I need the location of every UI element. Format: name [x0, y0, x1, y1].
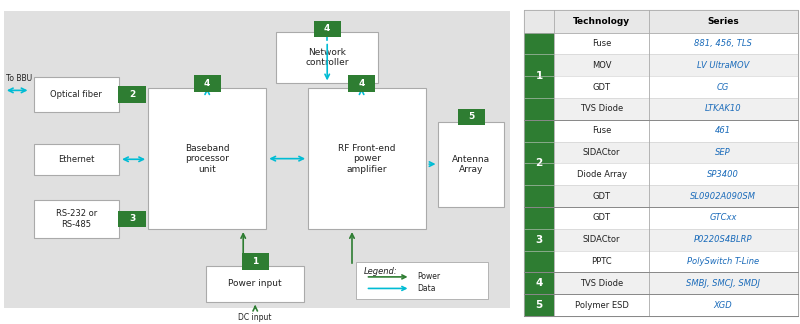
- Text: PolySwitch T-Line: PolySwitch T-Line: [687, 257, 759, 266]
- Text: Baseband
processor
unit: Baseband processor unit: [185, 144, 230, 174]
- Text: 2: 2: [535, 158, 543, 168]
- FancyBboxPatch shape: [308, 88, 426, 229]
- Text: 2: 2: [129, 90, 135, 99]
- FancyBboxPatch shape: [524, 294, 554, 316]
- Text: GTCxx: GTCxx: [710, 214, 737, 223]
- Text: 3: 3: [535, 235, 543, 245]
- Text: 4: 4: [358, 79, 365, 88]
- FancyBboxPatch shape: [34, 77, 119, 112]
- FancyBboxPatch shape: [356, 262, 488, 299]
- Text: P0220S4BLRP: P0220S4BLRP: [694, 235, 753, 244]
- FancyBboxPatch shape: [524, 120, 554, 207]
- FancyBboxPatch shape: [554, 76, 798, 98]
- FancyBboxPatch shape: [458, 109, 485, 125]
- Text: SIDACtor: SIDACtor: [583, 148, 620, 157]
- FancyBboxPatch shape: [554, 272, 798, 294]
- Text: 4: 4: [324, 24, 330, 33]
- FancyBboxPatch shape: [554, 251, 798, 272]
- FancyBboxPatch shape: [554, 294, 798, 316]
- Text: Power: Power: [417, 272, 440, 282]
- FancyBboxPatch shape: [554, 185, 798, 207]
- FancyBboxPatch shape: [118, 86, 146, 103]
- FancyBboxPatch shape: [34, 144, 119, 175]
- Text: PPTC: PPTC: [591, 257, 612, 266]
- Text: 1: 1: [252, 257, 258, 266]
- FancyBboxPatch shape: [206, 266, 304, 302]
- Text: 4: 4: [204, 79, 210, 88]
- FancyBboxPatch shape: [4, 11, 510, 308]
- FancyBboxPatch shape: [34, 200, 119, 238]
- FancyBboxPatch shape: [554, 33, 798, 54]
- FancyBboxPatch shape: [118, 211, 146, 227]
- FancyBboxPatch shape: [524, 272, 554, 294]
- FancyBboxPatch shape: [554, 229, 798, 251]
- Text: TVS Diode: TVS Diode: [580, 104, 623, 113]
- FancyBboxPatch shape: [554, 120, 798, 142]
- Text: Diode Array: Diode Array: [577, 170, 626, 179]
- Text: To BBU: To BBU: [6, 74, 32, 83]
- FancyBboxPatch shape: [554, 98, 798, 120]
- Text: 5: 5: [535, 300, 543, 310]
- Text: Series: Series: [707, 17, 739, 26]
- Text: Power input: Power input: [228, 280, 282, 288]
- FancyBboxPatch shape: [314, 20, 341, 37]
- Text: SL0902A090SM: SL0902A090SM: [690, 191, 756, 201]
- Text: TVS Diode: TVS Diode: [580, 279, 623, 288]
- Text: Network
controller: Network controller: [306, 48, 349, 67]
- Text: Legend:: Legend:: [364, 267, 398, 276]
- Text: RF Front-end
power
amplifier: RF Front-end power amplifier: [338, 144, 396, 174]
- Text: Polymer ESD: Polymer ESD: [574, 301, 629, 310]
- Text: GDT: GDT: [593, 83, 610, 92]
- Text: CG: CG: [717, 83, 730, 92]
- FancyBboxPatch shape: [242, 253, 269, 270]
- Text: 461: 461: [715, 126, 731, 135]
- Text: RS-232 or
RS-485: RS-232 or RS-485: [56, 209, 97, 229]
- FancyBboxPatch shape: [524, 10, 798, 33]
- Text: Antenna
Array: Antenna Array: [452, 155, 490, 174]
- Text: Technology: Technology: [573, 17, 630, 26]
- Text: 1: 1: [535, 71, 543, 81]
- Text: DC input: DC input: [238, 313, 272, 322]
- Text: Optical fiber: Optical fiber: [50, 90, 102, 99]
- Text: Ethernet: Ethernet: [58, 155, 94, 164]
- FancyBboxPatch shape: [276, 32, 378, 83]
- Text: LTKAK10: LTKAK10: [705, 104, 742, 113]
- FancyBboxPatch shape: [524, 33, 554, 120]
- Text: SMBJ, SMCJ, SMDJ: SMBJ, SMCJ, SMDJ: [686, 279, 760, 288]
- FancyBboxPatch shape: [554, 207, 798, 229]
- FancyBboxPatch shape: [554, 163, 798, 185]
- Text: SP3400: SP3400: [707, 170, 739, 179]
- Text: Fuse: Fuse: [592, 39, 611, 48]
- Text: 881, 456, TLS: 881, 456, TLS: [694, 39, 752, 48]
- Text: GDT: GDT: [593, 214, 610, 223]
- Text: MOV: MOV: [592, 61, 611, 70]
- Text: Fuse: Fuse: [592, 126, 611, 135]
- FancyBboxPatch shape: [348, 75, 375, 92]
- FancyBboxPatch shape: [194, 75, 221, 92]
- FancyBboxPatch shape: [524, 207, 554, 272]
- Text: 5: 5: [468, 112, 474, 122]
- FancyBboxPatch shape: [554, 142, 798, 163]
- Text: GDT: GDT: [593, 191, 610, 201]
- FancyBboxPatch shape: [554, 54, 798, 76]
- Text: XGD: XGD: [714, 301, 733, 310]
- Text: 3: 3: [129, 214, 135, 223]
- FancyBboxPatch shape: [524, 10, 798, 316]
- FancyBboxPatch shape: [438, 122, 504, 207]
- Text: LV UltraMOV: LV UltraMOV: [697, 61, 750, 70]
- FancyBboxPatch shape: [148, 88, 266, 229]
- Text: SIDACtor: SIDACtor: [583, 235, 620, 244]
- Text: SEP: SEP: [715, 148, 731, 157]
- Text: 4: 4: [535, 278, 543, 288]
- Text: Data: Data: [417, 284, 435, 293]
